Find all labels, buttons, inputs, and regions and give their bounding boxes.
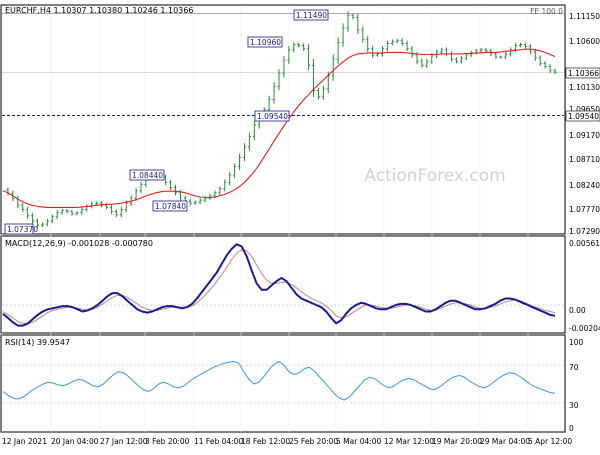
macd-tick-label: 0.00 (569, 306, 586, 315)
rsi-panel-title: RSI(14) 39.9547 (5, 338, 70, 347)
macd-tick-label: 0.005618 (569, 239, 600, 248)
annotation-high-3: 1.11490 (293, 9, 329, 21)
rsi-line (2, 360, 556, 401)
macd-tick-label: -0.002046 (569, 324, 600, 333)
x-axis-label: 12 Mar 12:00 (384, 437, 434, 446)
moving-average-line (2, 48, 556, 208)
macd-panel-frame (0, 235, 566, 334)
price-tick-label: 1.09650 (569, 105, 600, 114)
price-tick-label: 1.07290 (569, 227, 600, 236)
plot-area (2, 11, 557, 401)
rsi-tick-label: 70 (569, 363, 579, 372)
x-axis-label: 27 Jan 12:00 (100, 437, 148, 446)
annotation-text: 1.11490 (296, 11, 327, 20)
annotation-low-2: 1.07840 (152, 200, 188, 212)
price-tick-label: 1.08710 (569, 155, 600, 164)
price-tick-label: 1.09170 (569, 131, 600, 140)
price-tick-label: 1.10600 (569, 37, 600, 46)
x-axis-label: 3 Feb 20:00 (145, 437, 190, 446)
x-axis-label: 29 Mar 04:00 (480, 437, 530, 446)
x-axis-label: 11 Feb 04:00 (194, 437, 243, 446)
annotation-low-3: 1.09540 (254, 110, 290, 122)
x-axis-label: 5 Mar 04:00 (336, 437, 382, 446)
current-price-tag-bg (565, 67, 600, 79)
x-axis-label: 20 Jan 04:00 (51, 437, 99, 446)
macd-main-line (2, 243, 556, 327)
rsi-panel-frame (0, 334, 566, 433)
fe-label: FE 100.0 (530, 7, 563, 16)
x-axis-label: 25 Feb 20:00 (289, 437, 338, 446)
current-price-tag: 1.10366 (568, 69, 599, 78)
x-axis-label: 12 Jan 2021 (2, 437, 47, 446)
annotation-high-1: 1.08440 (129, 169, 165, 181)
price-panel-title: EURCHF,H4 1.10307 1.10380 1.10246 1.1036… (5, 6, 193, 15)
annotation-high-2: 1.10960 (247, 36, 283, 48)
price-tick-label: 1.10130 (569, 83, 600, 92)
rsi-tick-label: 0 (569, 424, 574, 433)
x-axis-label: 18 Feb 12:00 (241, 437, 290, 446)
rsi-tick-label: 100 (569, 338, 584, 347)
price-tick-label: 1.08240 (569, 181, 600, 190)
price-tick-label: 1.07770 (569, 205, 600, 214)
macd-panel-title: MACD(12,26,9) -0.001028 -0.000780 (5, 239, 153, 248)
annotation-text: 1.07370 (7, 225, 38, 234)
x-axis-label: 19 Mar 20:00 (432, 437, 482, 446)
annotation-low-1: 1.07370 (4, 223, 38, 235)
annotation-text: 1.08440 (132, 171, 163, 180)
rsi-tick-label: 30 (569, 401, 579, 410)
annotation-text: 1.10960 (250, 38, 281, 47)
level-price-tag: 1.09540 (568, 112, 599, 121)
price-tick-label: 1.11150 (569, 12, 600, 21)
watermark: ActionForex.com (364, 166, 505, 186)
annotation-text: 1.09540 (257, 112, 288, 121)
x-axis-label: 5 Apr 12:00 (528, 437, 572, 446)
annotation-text: 1.07840 (155, 202, 186, 211)
level-price-tag-bg (565, 110, 600, 122)
